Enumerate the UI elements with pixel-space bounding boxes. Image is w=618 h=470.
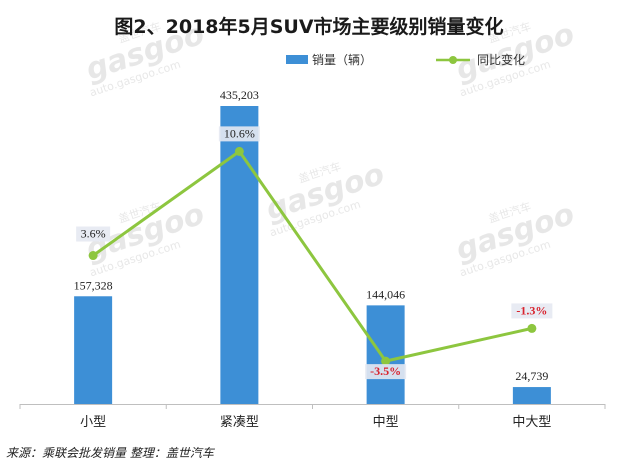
bar-value-label: 435,203 bbox=[220, 88, 259, 102]
pct-value-label: -3.5% bbox=[370, 364, 401, 378]
line-point bbox=[88, 251, 98, 261]
bar-value-label: 144,046 bbox=[366, 287, 405, 301]
x-tick-label: 中大型 bbox=[512, 415, 551, 430]
line-path bbox=[92, 149, 533, 363]
bar bbox=[366, 305, 405, 404]
legend-line-marker bbox=[449, 56, 457, 64]
pct-value-label: 10.6% bbox=[224, 126, 255, 140]
line-point bbox=[527, 323, 537, 333]
x-axis: 小型 紧凑型 中型 中大型 bbox=[19, 404, 606, 430]
source-note: 来源：乘联会批发销量 整理：盖世汽车 bbox=[6, 446, 216, 460]
line-series bbox=[88, 146, 537, 366]
x-tick-label: 紧凑型 bbox=[220, 415, 259, 430]
bar-value-label: 24,739 bbox=[515, 369, 548, 383]
x-tick-label: 小型 bbox=[80, 415, 106, 430]
x-tick-label: 中型 bbox=[373, 415, 399, 430]
pct-value-label: 3.6% bbox=[81, 227, 106, 241]
chart-title: 图2、2018年5月SUV市场主要级别销量变化 bbox=[114, 15, 503, 38]
data-labels: 157,328 435,203 144,046 24,739 3.6% 10.6% -3.5… bbox=[74, 88, 553, 383]
legend-bar-label: 销量（辆） bbox=[312, 53, 372, 67]
line-point bbox=[234, 146, 244, 156]
legend-bar-swatch bbox=[286, 55, 308, 64]
line-point bbox=[381, 356, 391, 366]
legend: 销量（辆） 同比变化 bbox=[286, 52, 525, 67]
bar-series bbox=[74, 106, 551, 404]
pct-value-label: -1.3% bbox=[516, 303, 547, 317]
pct-label-bg bbox=[365, 364, 407, 380]
bar bbox=[74, 296, 113, 404]
pct-label-bg bbox=[218, 126, 260, 142]
pct-label-bg bbox=[511, 303, 553, 319]
legend-line-label: 同比变化 bbox=[477, 52, 525, 67]
pct-label-bg bbox=[76, 226, 111, 242]
bar-value-label: 157,328 bbox=[74, 278, 113, 292]
bar bbox=[512, 387, 551, 404]
